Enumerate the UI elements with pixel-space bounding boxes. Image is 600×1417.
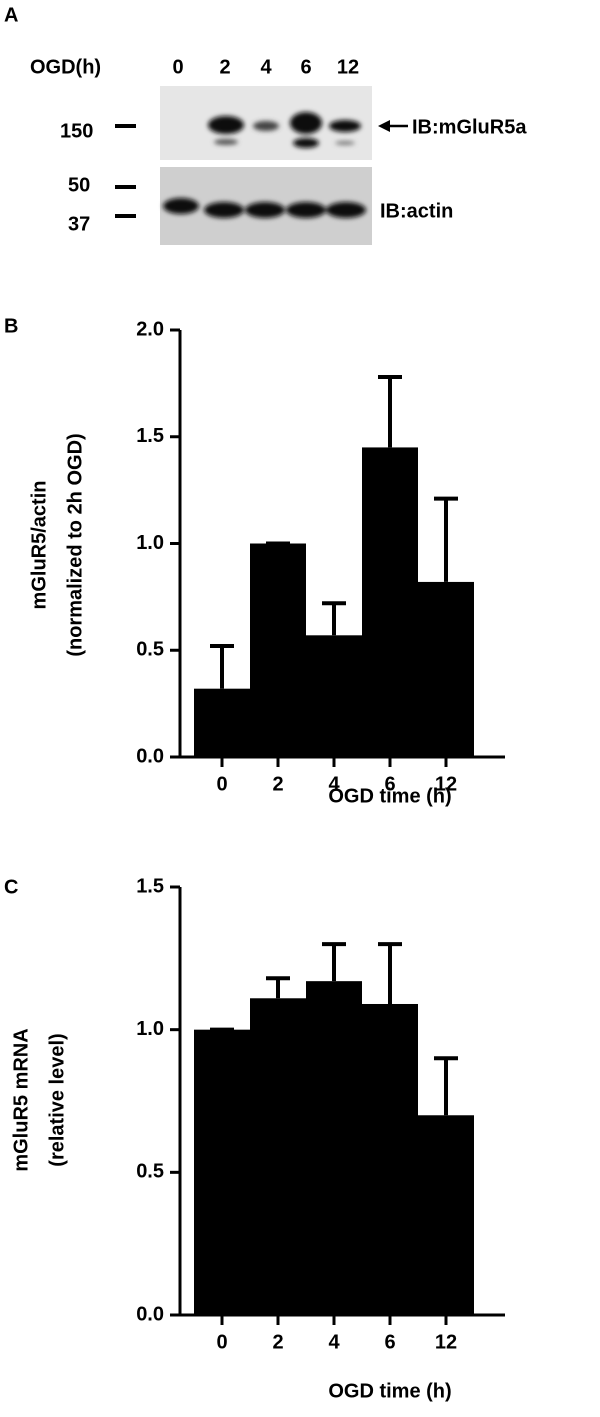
y-tick-label: 0.5 xyxy=(136,639,164,661)
y-tick-label: 1.5 xyxy=(136,875,164,897)
panel-label: B xyxy=(4,315,18,337)
panel-label: C xyxy=(4,876,18,898)
y-axis-label: mGluR5 mRNA xyxy=(10,1028,32,1171)
lane-label: 4 xyxy=(260,56,272,78)
y-tick-label: 0.0 xyxy=(136,1303,164,1325)
bar xyxy=(362,447,418,757)
x-tick-label: 12 xyxy=(435,773,457,795)
x-tick-label: 4 xyxy=(328,1331,340,1353)
x-tick-label: 6 xyxy=(384,1331,395,1353)
error-bar xyxy=(434,1056,458,1116)
panel-label: A xyxy=(4,4,18,26)
target-label: IB:mGluR5a xyxy=(412,116,527,138)
y-tick-label: 1.0 xyxy=(136,532,164,554)
bar xyxy=(306,981,362,1315)
x-axis-label: OGD time (h) xyxy=(328,1380,451,1402)
x-tick-label: 6 xyxy=(384,773,395,795)
arrow-head xyxy=(378,120,390,132)
x-tick-label: 0 xyxy=(216,773,227,795)
bar xyxy=(250,543,306,757)
bar xyxy=(362,1003,418,1315)
y-tick-label: 1.5 xyxy=(136,425,164,447)
lane-label: 0 xyxy=(172,56,183,78)
marker-label: 37 xyxy=(68,213,90,235)
y-tick-label: 0.5 xyxy=(136,1161,164,1183)
error-bar xyxy=(322,942,346,982)
bar xyxy=(194,1029,250,1315)
y-tick-label: 2.0 xyxy=(136,318,164,340)
error-bar xyxy=(434,496,458,582)
y-axis-label: mGluR5/actin xyxy=(28,481,50,610)
marker-label: 150 xyxy=(60,120,93,142)
bar xyxy=(194,688,250,757)
y-axis-label: (normalized to 2h OGD) xyxy=(64,433,86,656)
x-tick-label: 4 xyxy=(328,773,340,795)
lane-label: 6 xyxy=(300,56,311,78)
lane-label: 12 xyxy=(337,56,359,78)
x-axis-label: OGD time (h) xyxy=(328,785,451,807)
bar xyxy=(306,635,362,757)
x-tick-label: 0 xyxy=(216,1331,227,1353)
y-tick-label: 1.0 xyxy=(136,1018,164,1040)
bar xyxy=(418,1115,474,1315)
condition-label: OGD(h) xyxy=(30,56,101,78)
x-tick-label: 2 xyxy=(272,773,283,795)
x-tick-label: 12 xyxy=(435,1331,457,1353)
error-bar xyxy=(266,976,290,999)
error-bar xyxy=(378,374,402,448)
bar xyxy=(418,581,474,757)
y-tick-label: 0.0 xyxy=(136,745,164,767)
marker-label: 50 xyxy=(68,174,90,196)
lane-label: 2 xyxy=(219,56,230,78)
bands xyxy=(163,112,366,218)
error-bar xyxy=(210,643,234,689)
error-bar xyxy=(322,601,346,636)
target-label: IB:actin xyxy=(380,200,453,222)
y-axis-label: (relative level) xyxy=(46,1033,68,1166)
bar xyxy=(250,998,306,1315)
x-tick-label: 2 xyxy=(272,1331,283,1353)
error-bar xyxy=(378,942,402,1004)
